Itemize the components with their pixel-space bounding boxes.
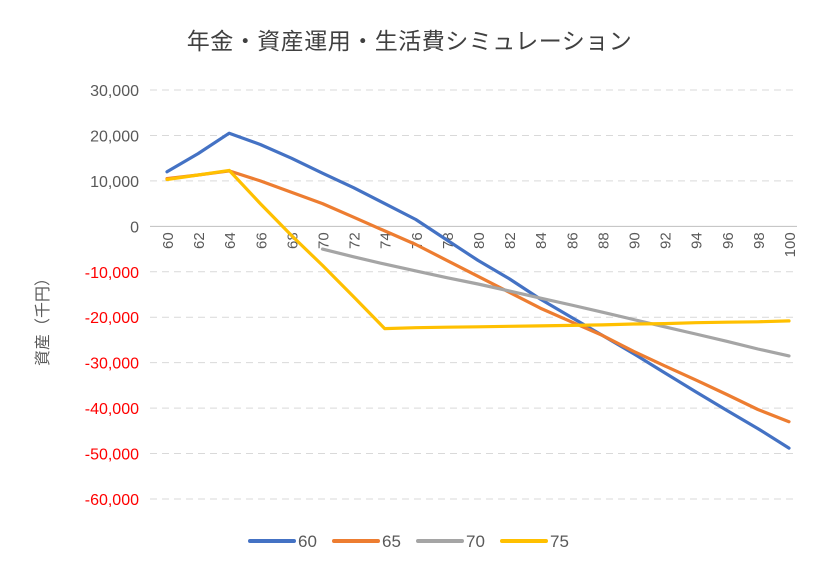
y-tick-label: -30,000	[85, 356, 139, 373]
x-tick-label: 100	[782, 232, 799, 257]
gridlines	[150, 89, 797, 500]
x-tick-label: 60	[160, 232, 177, 249]
series-line-60	[165, 131, 791, 450]
x-tick-label: 88	[595, 232, 612, 249]
y-tick-label: -10,000	[85, 265, 139, 282]
series-line-70	[320, 247, 791, 358]
x-tick-label: 64	[222, 232, 239, 249]
x-tick-label: 90	[627, 232, 644, 249]
y-tick-label: -50,000	[85, 447, 139, 464]
x-tick-label: 68	[284, 232, 301, 249]
x-tick-label: 66	[253, 232, 270, 249]
x-tick-label: 70	[316, 232, 333, 249]
series-line-75	[165, 168, 791, 331]
legend-label-70: 70	[466, 532, 485, 551]
x-axis-ticks: 60 62 64 66 68 70 72 74 76 78 80 82 84 86 88 90 92 94 96 98…	[160, 232, 799, 257]
legend-label-65: 65	[382, 532, 401, 551]
x-tick-label: 92	[658, 232, 675, 249]
x-tick-label: 62	[191, 232, 208, 249]
x-tick-label: 96	[720, 232, 737, 249]
y-tick-label: 30,000	[90, 83, 139, 100]
y-tick-label: 0	[130, 219, 139, 236]
legend: 60 65 70 75	[248, 532, 569, 551]
legend-label-60: 60	[298, 532, 317, 551]
legend-label-75: 75	[550, 532, 569, 551]
y-tick-label: 10,000	[90, 174, 139, 191]
y-axis-ticks: 30,000 20,000 10,000 0 -10,000 -20,000 -30,000…	[85, 83, 139, 509]
x-tick-label: 82	[502, 232, 519, 249]
x-tick-label: 86	[564, 232, 581, 249]
x-tick-label: 72	[347, 232, 364, 249]
chart-title: 年金・資産運用・生活費シミュレーション	[186, 29, 633, 55]
y-tick-label: -60,000	[85, 492, 139, 509]
y-tick-label: 20,000	[90, 128, 139, 145]
x-tick-label: 80	[471, 232, 488, 249]
series-lines	[165, 131, 791, 450]
x-tick-label: 98	[751, 232, 768, 249]
x-tick-label: 84	[533, 232, 550, 249]
series-line-65	[165, 169, 791, 424]
x-tick-label: 94	[689, 232, 706, 249]
y-tick-label: -40,000	[85, 401, 139, 418]
y-tick-label: -20,000	[85, 310, 139, 327]
y-axis-label: 資産（千円）	[33, 270, 52, 366]
x-tick-label: 74	[378, 232, 395, 249]
